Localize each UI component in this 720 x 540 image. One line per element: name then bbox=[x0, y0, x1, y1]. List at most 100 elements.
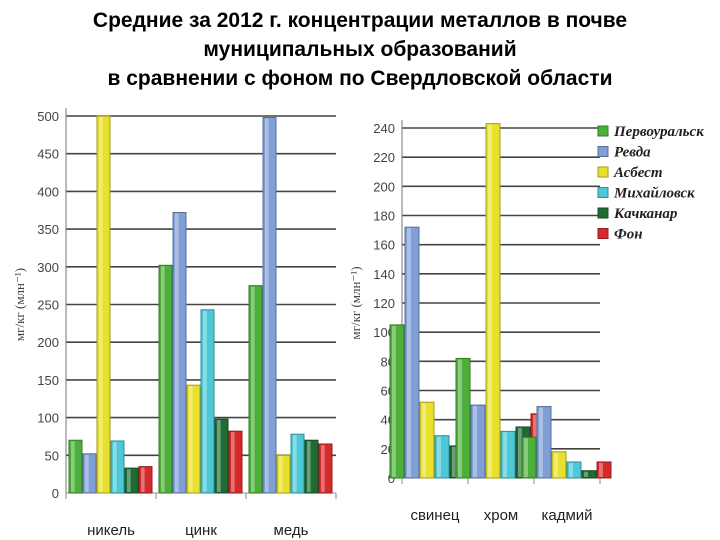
legend-swatch bbox=[597, 207, 609, 219]
bar-0-2-3 bbox=[290, 433, 305, 494]
bar-highlight bbox=[279, 456, 283, 492]
bar-highlight bbox=[217, 420, 221, 492]
bar-highlight bbox=[99, 117, 103, 492]
bar-highlight bbox=[503, 432, 507, 477]
bar-0-0-3 bbox=[110, 440, 125, 494]
title-line-1: Средние за 2012 г. концентрации металлов… bbox=[92, 9, 628, 32]
bar-highlight bbox=[584, 471, 588, 477]
y-tick-label: 140 bbox=[373, 267, 395, 282]
legend-label: Ревда bbox=[614, 145, 651, 161]
bar-highlight bbox=[189, 386, 193, 492]
y-tick-label: 500 bbox=[37, 109, 59, 124]
bar-0-1-2 bbox=[186, 384, 201, 494]
bar-highlight bbox=[392, 325, 396, 477]
bar-1-2-5 bbox=[596, 461, 612, 479]
bar-0-1-5 bbox=[228, 430, 243, 494]
y-tick-label: 50 bbox=[45, 448, 59, 463]
y-tick-label: 150 bbox=[37, 373, 59, 388]
bar-0-1-3 bbox=[200, 309, 215, 494]
legend-label: Михайловск bbox=[613, 186, 695, 202]
y-tick-label: 450 bbox=[37, 147, 59, 162]
bar-highlight bbox=[127, 469, 131, 492]
bar-0-2-1 bbox=[262, 117, 277, 494]
legend-swatch bbox=[597, 166, 609, 178]
bar-1-1-0 bbox=[455, 357, 471, 479]
y-axis-label: мг/кг (млн⁻¹) bbox=[12, 268, 27, 341]
legend-swatch bbox=[597, 146, 609, 157]
legend-label: Асбест bbox=[613, 165, 663, 181]
legend-swatch bbox=[597, 187, 609, 198]
y-tick-label: 0 bbox=[52, 486, 59, 501]
y-tick-label: 350 bbox=[37, 222, 59, 237]
x-category-label: медь bbox=[274, 522, 309, 539]
bar-highlight bbox=[113, 441, 117, 492]
legend-label: Первоуральск bbox=[613, 124, 704, 140]
bar-1-2-0 bbox=[521, 436, 537, 479]
y-tick-label: 240 bbox=[373, 121, 395, 136]
bar-1-1-3 bbox=[500, 430, 516, 479]
legend-label: Качканар bbox=[613, 206, 678, 222]
bar-0-2-4 bbox=[304, 439, 319, 494]
y-tick-label: 250 bbox=[37, 298, 59, 313]
bar-highlight bbox=[231, 432, 235, 492]
y-axis-label: мг/кг (млн⁻¹) bbox=[348, 266, 363, 339]
bar-0-0-0 bbox=[68, 439, 83, 494]
x-category-label: кадмий bbox=[541, 507, 592, 524]
bar-highlight bbox=[251, 286, 255, 492]
bar-0-1-0 bbox=[158, 264, 173, 494]
y-tick-label: 220 bbox=[373, 150, 395, 165]
bar-highlight bbox=[321, 444, 325, 492]
chart-title: Средние за 2012 г. концентрации металлов… bbox=[0, 6, 720, 93]
bar-highlight bbox=[473, 406, 477, 477]
title-line-3: в сравнении с фоном по Свердловской обла… bbox=[107, 67, 613, 90]
bar-highlight bbox=[488, 124, 492, 477]
bar-0-1-4 bbox=[214, 418, 229, 494]
bar-highlight bbox=[539, 407, 543, 477]
y-tick-label: 100 bbox=[37, 411, 59, 426]
bar-1-0-2 bbox=[419, 401, 435, 479]
y-tick-label: 120 bbox=[373, 296, 395, 311]
legend-swatch bbox=[597, 228, 609, 239]
bar-1-2-4 bbox=[581, 470, 597, 479]
bar-highlight bbox=[85, 454, 89, 492]
bar-highlight bbox=[203, 310, 207, 492]
bar-highlight bbox=[161, 266, 165, 492]
bar-highlight bbox=[265, 118, 269, 493]
bar-highlight bbox=[452, 446, 456, 477]
bar-highlight bbox=[422, 403, 426, 477]
legend-label: Фон bbox=[614, 227, 643, 243]
bar-highlight bbox=[599, 462, 603, 477]
bar-1-0-0 bbox=[389, 324, 405, 479]
bar-highlight bbox=[71, 441, 75, 492]
bar-0-2-0 bbox=[248, 285, 263, 494]
bar-0-0-1 bbox=[82, 453, 97, 494]
bar-1-2-2 bbox=[551, 451, 567, 479]
bar-0-0-5 bbox=[138, 466, 153, 494]
bar-highlight bbox=[307, 441, 311, 492]
bar-highlight bbox=[175, 213, 179, 492]
bar-0-0-2 bbox=[96, 115, 111, 494]
bar-1-1-1 bbox=[470, 404, 486, 479]
y-tick-label: 300 bbox=[37, 260, 59, 275]
y-tick-label: 400 bbox=[37, 184, 59, 199]
bar-1-0-1 bbox=[404, 226, 420, 479]
bar-1-1-2 bbox=[485, 123, 501, 479]
legend-swatch bbox=[597, 125, 609, 137]
bar-highlight bbox=[518, 427, 522, 477]
bar-highlight bbox=[407, 228, 411, 477]
y-tick-label: 160 bbox=[373, 238, 395, 253]
y-tick-label: 200 bbox=[373, 179, 395, 194]
bar-0-0-4 bbox=[124, 467, 139, 494]
y-tick-label: 200 bbox=[37, 335, 59, 350]
bar-0-2-2 bbox=[276, 454, 291, 494]
bar-highlight bbox=[524, 438, 528, 477]
title-line-2: муниципальных образований bbox=[203, 38, 517, 61]
bar-1-2-1 bbox=[536, 406, 552, 479]
x-category-label: свинец bbox=[410, 507, 459, 524]
bar-highlight bbox=[458, 359, 462, 477]
bar-highlight bbox=[437, 436, 441, 477]
bar-1-2-3 bbox=[566, 461, 582, 479]
bar-0-1-1 bbox=[172, 212, 187, 494]
